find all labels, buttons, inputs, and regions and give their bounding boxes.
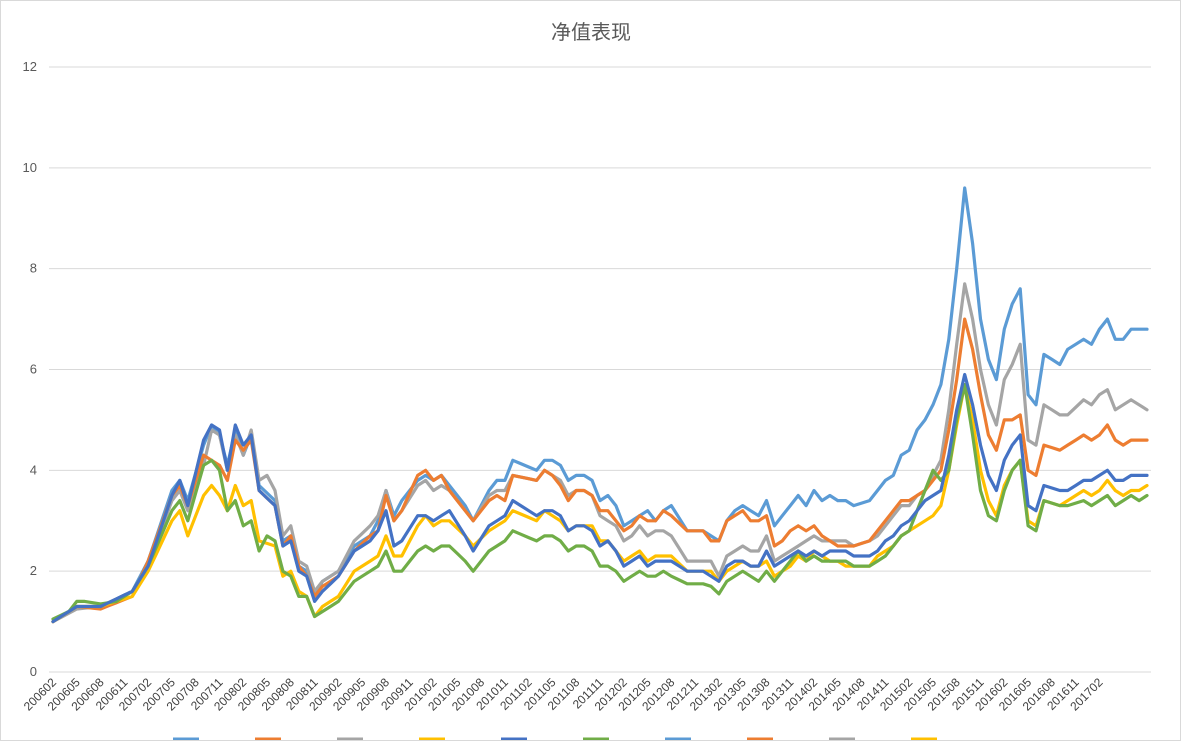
series-line-3 — [51, 282, 1149, 624]
series-line-2 — [51, 317, 1149, 624]
x-axis-ticks: 2006022006052006082006112007022007052007… — [21, 675, 1106, 713]
y-tick-label: 10 — [23, 160, 37, 175]
y-tick-label: 4 — [30, 462, 37, 477]
y-tick-label: 8 — [30, 261, 37, 276]
y-tick-label: 2 — [30, 563, 37, 578]
y-tick-label: 12 — [23, 59, 37, 74]
series-line-5 — [51, 372, 1149, 624]
y-axis-ticks: 0 2 4 6 8 10 12 — [23, 59, 37, 679]
chart-title: 净值表现 — [551, 20, 631, 44]
gridlines — [49, 66, 1151, 673]
series-line-6 — [51, 383, 1149, 621]
y-tick-label: 0 — [30, 664, 37, 679]
series-lines — [51, 186, 1149, 624]
y-tick-label: 6 — [30, 362, 37, 377]
